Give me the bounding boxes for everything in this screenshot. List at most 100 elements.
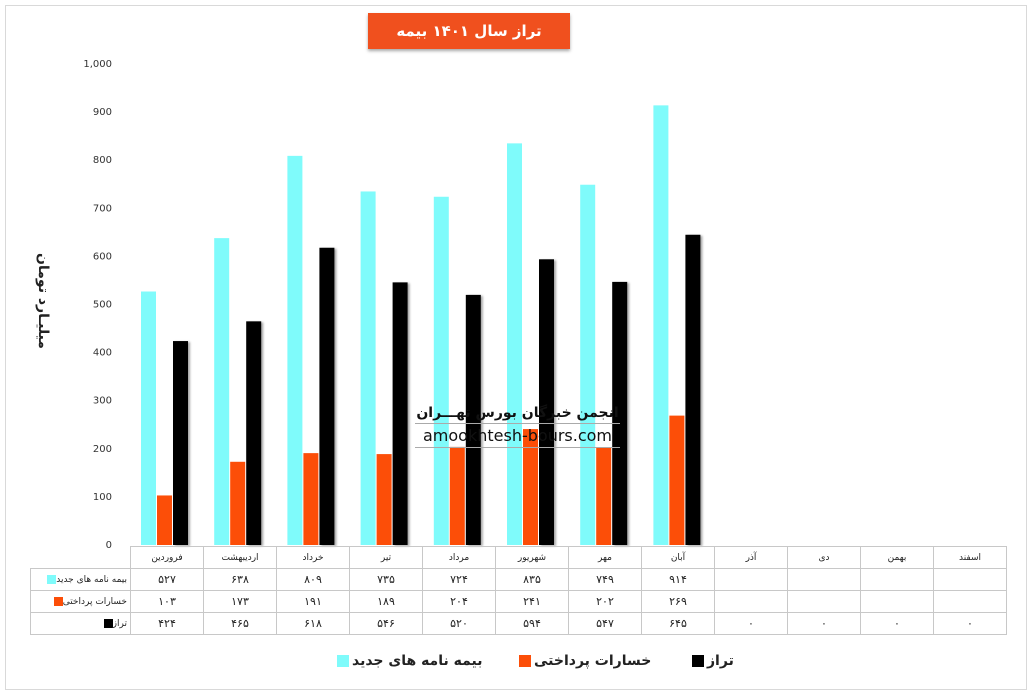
y-tick-label: 300 [93, 396, 112, 407]
table-cell: ۸۳۵ [495, 568, 569, 591]
y-axis-label: میلیـارد تومان [35, 253, 51, 349]
bar-new-policies [287, 155, 303, 545]
bar-claims-paid [230, 461, 246, 545]
chart-title: تراز سال ۱۴۰۱ بیمه پاسارگـــاد [368, 13, 570, 76]
table-cell: ۷۳۵ [349, 568, 423, 591]
y-tick-label: 400 [93, 348, 112, 359]
bar-new-policies [653, 105, 669, 545]
y-tick-label: 600 [93, 251, 112, 262]
y-tick-label: 1,000 [83, 59, 112, 70]
bar-new-policies [141, 291, 156, 545]
table-category-cell: خرداد [276, 546, 350, 569]
table-category-cell: اسفند [933, 546, 1007, 569]
legend-label: بیمه نامه های جدید [352, 653, 483, 669]
bar-balance [465, 294, 481, 545]
table-category-cell: آذر [714, 546, 788, 569]
bar-balance [246, 321, 262, 545]
table-cell: ۰ [714, 612, 788, 635]
table-cell: ۲۰۴ [422, 590, 496, 613]
table-cell: ۱۸۹ [349, 590, 423, 613]
table-cell [787, 568, 861, 591]
table-cell: ۵۲۰ [422, 612, 496, 635]
table-row-label-text: بیمه نامه های جدید [56, 574, 127, 585]
table-cell [714, 568, 788, 591]
table-cell [933, 590, 1007, 613]
legend-key-swatch [47, 574, 57, 584]
table-row: تراز ۴۲۴ ۴۶۵ ۶۱۸ ۵۴۶ ۵۲۰ ۵۹۴ ۵۴۷ ۶۴۵ ۰ ۰ ۰ ۰ [30, 612, 1007, 635]
table-cell: ۱۰۳ [130, 590, 204, 613]
table-cell: ۲۶۹ [641, 590, 715, 613]
table-category-cell: مرداد [422, 546, 496, 569]
legend-key-swatch [103, 618, 113, 628]
table-cell: ۶۱۸ [276, 612, 350, 635]
bar-new-policies [433, 196, 449, 546]
table-cell: ۶۳۸ [203, 568, 277, 591]
table-category-cell: تیر [349, 546, 423, 569]
bar-claims-paid [669, 415, 685, 545]
table-cell: ۷۴۹ [568, 568, 642, 591]
table-cell: ۴۲۴ [130, 612, 204, 635]
table-category-cell: بهمن [860, 546, 934, 569]
table-cell: ۸۰۹ [276, 568, 350, 591]
legend: بیمه نامه های جدید خسارات پرداختی تراز [0, 650, 1034, 672]
bar-balance [539, 259, 554, 545]
table-cell: ۵۲۷ [130, 568, 204, 591]
bar-claims-paid [303, 453, 319, 545]
table-cell: ۵۹۴ [495, 612, 569, 635]
bar-new-policies [580, 184, 596, 545]
bar-balance [685, 234, 701, 545]
legend-key-swatch [53, 596, 63, 606]
table-corner [30, 546, 131, 569]
table-cell: ۱۹۱ [276, 590, 350, 613]
table-cell [787, 590, 861, 613]
table-row-label: بیمه نامه های جدید [30, 568, 131, 591]
bar-claims-paid [449, 446, 465, 545]
table-cell: ۰ [933, 612, 1007, 635]
bar-claims-paid [376, 454, 392, 545]
bar-new-policies [360, 191, 376, 545]
table-category-cell: فروردین [130, 546, 204, 569]
bar-balance [392, 282, 408, 545]
bar-balance [612, 281, 628, 545]
y-tick-label: 100 [93, 492, 112, 503]
y-tick-label: 0 [106, 540, 112, 551]
y-tick-label: 800 [93, 155, 112, 166]
table-category-cell: اردیبهشت [203, 546, 277, 569]
table-cell: ۶۴۵ [641, 612, 715, 635]
table-cell: ۴۶۵ [203, 612, 277, 635]
bar-claims-paid [157, 495, 172, 545]
y-tick-label: 200 [93, 444, 112, 455]
y-tick-label: 900 [93, 107, 112, 118]
table-cell: ۰ [860, 612, 934, 635]
table-row: خسارات پرداختی ۱۰۳ ۱۷۳ ۱۹۱ ۱۸۹ ۲۰۴ ۲۴۱ ۲۰۲ ۲۶۹ [30, 590, 1007, 613]
y-tick-label: 500 [93, 300, 112, 311]
table-cell: ۱۷۳ [203, 590, 277, 613]
bar-new-policies [507, 143, 522, 546]
table-cell: ۹۱۴ [641, 568, 715, 591]
legend-label: تراز [707, 653, 734, 669]
table-cell [860, 568, 934, 591]
legend-swatch [692, 655, 704, 667]
table-cell [933, 568, 1007, 591]
table-header-row: فروردین اردیبهشت خرداد تیر مرداد شهریور مهر آبا… [30, 546, 1007, 569]
table-category-cell: شهریور [495, 546, 569, 569]
table-category-cell: دی [787, 546, 861, 569]
table-row-label-text: خسارات پرداختی [62, 596, 127, 607]
bar-balance [173, 341, 188, 545]
table-row-label-text: تراز [112, 618, 127, 629]
legend-swatch [519, 655, 531, 667]
table-cell: ۵۴۷ [568, 612, 642, 635]
bar-claims-paid [523, 429, 538, 545]
table-category-cell: آبان [641, 546, 715, 569]
table-cell: ۵۴۶ [349, 612, 423, 635]
table-cell: ۲۴۱ [495, 590, 569, 613]
table-cell: ۰ [787, 612, 861, 635]
table-cell: ۷۲۴ [422, 568, 496, 591]
data-table: فروردین اردیبهشت خرداد تیر مرداد شهریور مهر آبا… [30, 546, 1007, 635]
legend-label: خسارات پرداختی [534, 653, 652, 669]
legend-swatch [337, 655, 349, 667]
bar-new-policies [214, 238, 230, 545]
bar-claims-paid [596, 447, 612, 545]
table-row-label: خسارات پرداختی [30, 590, 131, 613]
